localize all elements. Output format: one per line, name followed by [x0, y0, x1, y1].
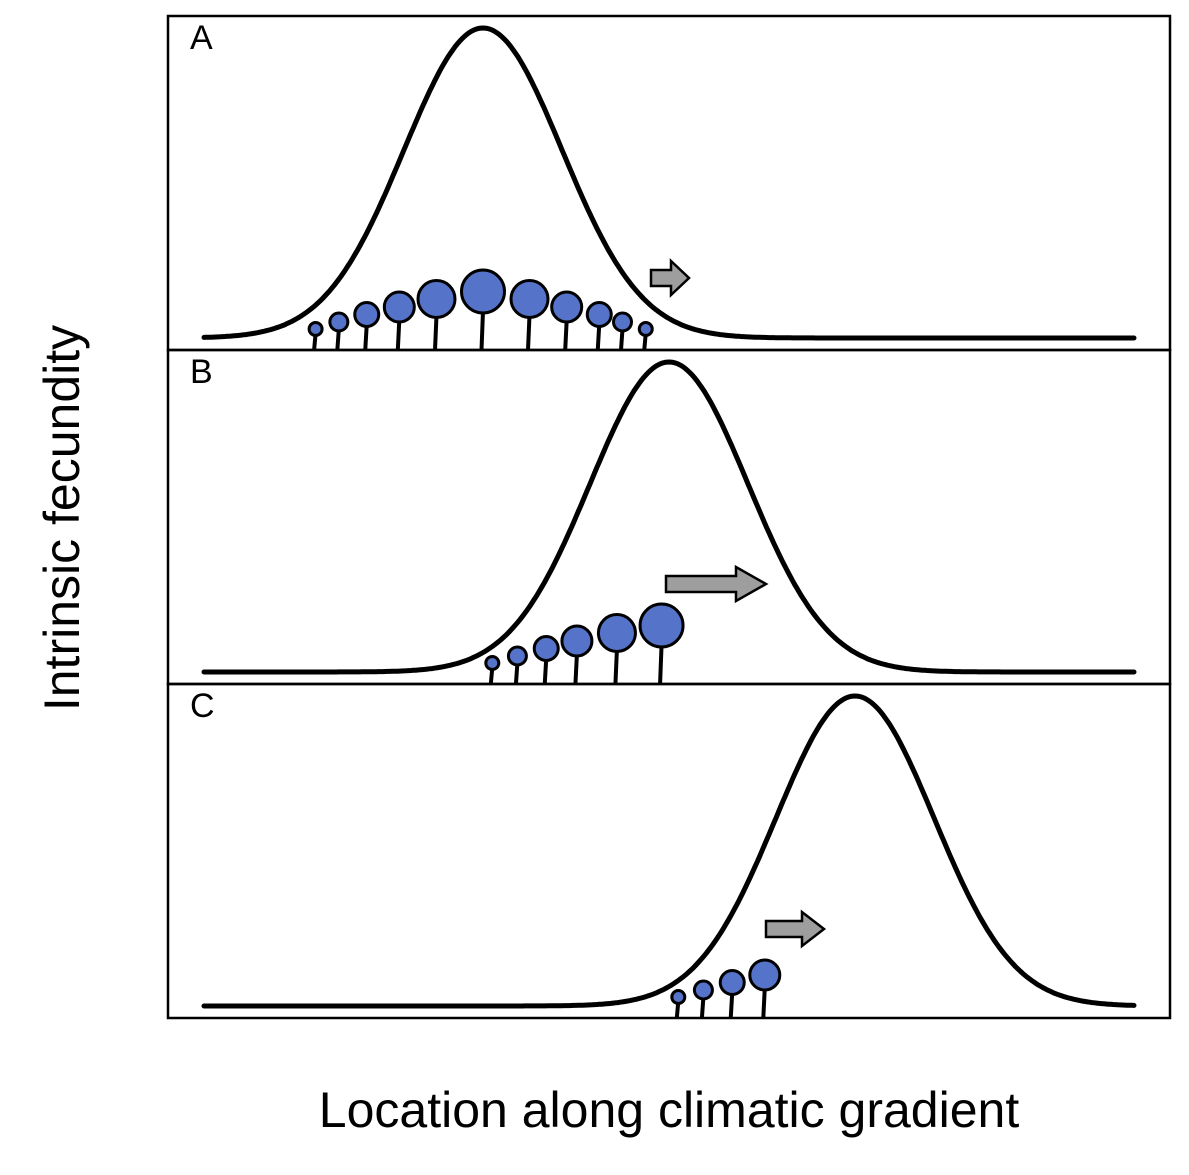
plant-circle: [612, 311, 633, 333]
fecundity-curve: [201, 359, 1137, 675]
plant-stem: [658, 644, 664, 685]
plant-marker: [506, 645, 528, 685]
panel-label: C: [190, 687, 215, 725]
plant-circle: [692, 979, 714, 1001]
shift-arrow: [649, 258, 691, 298]
plant-circle: [532, 635, 560, 662]
plant-stem: [526, 315, 532, 351]
plant-stem: [595, 324, 602, 351]
plant-circle: [353, 301, 381, 328]
plant-circle: [328, 311, 350, 333]
plant-marker: [718, 969, 746, 1019]
plant-marker: [612, 311, 633, 351]
plant-stem: [761, 987, 767, 1019]
plant-marker: [416, 279, 457, 351]
plant-circle: [506, 645, 528, 667]
y-axis-label: Intrinsic fecundity: [34, 324, 90, 712]
plant-stem: [513, 662, 520, 685]
plant-stem: [619, 328, 625, 351]
plant-marker: [550, 290, 584, 351]
panel-a: A: [166, 14, 1172, 352]
plant-marker: [596, 613, 637, 685]
plant-circle: [307, 321, 324, 337]
plant-circle: [550, 290, 584, 324]
plant-stem: [479, 310, 485, 351]
plant-marker: [638, 602, 685, 685]
plant-circle: [509, 279, 550, 319]
x-axis-label: Location along climatic gradient: [318, 1082, 1020, 1138]
shift-arrow: [764, 909, 827, 949]
plant-stem: [728, 992, 735, 1019]
plant-stem: [363, 324, 369, 351]
plant-marker: [328, 311, 350, 351]
plant-circle: [670, 989, 687, 1005]
plant-marker: [353, 301, 381, 351]
panel-b: B: [166, 348, 1172, 686]
plant-stem: [563, 319, 569, 351]
plant-marker: [484, 655, 501, 685]
fecundity-curve: [201, 25, 1137, 341]
plant-marker: [307, 321, 324, 351]
plant-marker: [637, 321, 654, 351]
plant-marker: [532, 635, 560, 685]
plant-circle: [596, 613, 637, 653]
plant-circle: [637, 321, 654, 337]
plant-stem: [542, 658, 549, 685]
plant-circle: [416, 279, 457, 319]
plant-marker: [585, 301, 613, 351]
plant-marker: [670, 989, 687, 1019]
plant-stem: [699, 996, 706, 1019]
panel-frame: [166, 682, 1172, 1020]
plant-marker: [748, 958, 782, 1019]
plant-circle: [484, 655, 501, 671]
plant-marker: [382, 290, 416, 351]
plant-circle: [460, 268, 506, 315]
plant-stem: [573, 653, 579, 685]
plant-circle: [638, 602, 685, 649]
plant-circle: [585, 301, 613, 328]
plant-circle: [718, 969, 746, 996]
plant-stem: [395, 319, 402, 351]
plant-marker: [460, 268, 506, 351]
panel-c: C: [166, 682, 1172, 1020]
plant-stem: [613, 649, 619, 685]
plant-stem: [433, 315, 439, 351]
plant-marker: [560, 624, 594, 685]
panels: A B C: [166, 14, 1172, 1020]
shift-arrow: [664, 564, 769, 604]
plant-circle: [560, 624, 594, 658]
plant-circle: [382, 290, 416, 324]
panel-label: B: [190, 353, 213, 391]
panel-label: A: [190, 19, 213, 57]
plant-marker: [509, 279, 550, 351]
plant-circle: [748, 958, 782, 992]
plant-marker: [692, 979, 714, 1019]
plant-stem: [335, 328, 341, 351]
fecundity-curve: [201, 693, 1137, 1009]
